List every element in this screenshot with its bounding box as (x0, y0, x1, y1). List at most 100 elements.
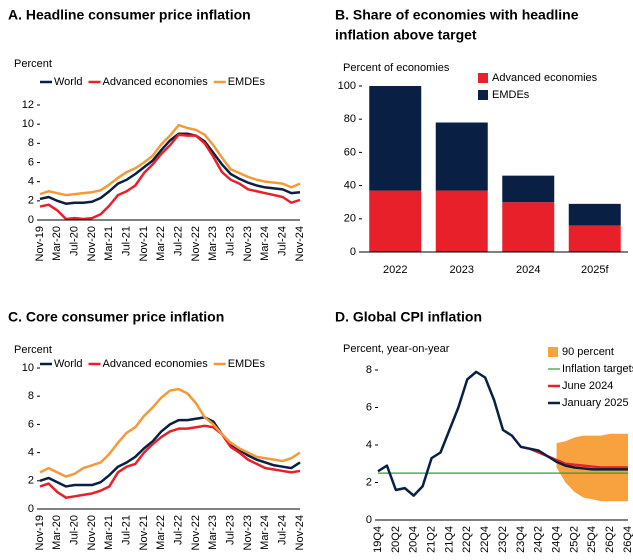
x-tick-label: Mar-21 (103, 226, 115, 261)
y-tick-label: 10 (22, 118, 34, 130)
x-tick-label: Nov-24 (294, 226, 306, 261)
x-tick-label: Jul-21 (121, 226, 133, 256)
x-tick-label: 22Q2 (461, 526, 473, 553)
x-tick-label: Mar-24 (259, 226, 271, 261)
x-tick-label: 26Q2 (604, 526, 616, 553)
x-tick-label: 24Q2 (533, 526, 545, 553)
x-tick-label: 23Q2 (497, 526, 509, 553)
legend-label: EMDEs (492, 89, 530, 101)
x-tick-label: Mar-20 (51, 515, 63, 550)
x-tick-label: Nov-19 (34, 515, 46, 550)
bar-segment (435, 190, 488, 252)
series-line (39, 123, 301, 197)
x-tick-label: Nov-23 (242, 226, 254, 261)
x-tick-label: 24Q4 (550, 526, 562, 553)
x-tick-label: Mar-22 (155, 515, 167, 550)
x-tick-label: Jul-22 (173, 226, 185, 256)
panel-title: D. Global CPI inflation (335, 309, 482, 325)
y-tick-label: 10 (22, 362, 34, 374)
legend-label: Advanced economies (492, 72, 598, 84)
x-tick-label: Nov-20 (86, 515, 98, 550)
y-tick-label: 8 (28, 137, 34, 149)
x-tick-label: 22Q4 (479, 526, 491, 553)
legend-swatch (478, 73, 488, 83)
x-tick-label: Jul-24 (277, 226, 289, 256)
x-tick-label: 21Q4 (443, 526, 455, 553)
x-tick-label: Nov-21 (138, 226, 150, 261)
legend-swatch (478, 90, 488, 100)
x-tick-label: 2023 (450, 264, 474, 276)
x-tick-label: 26Q4 (622, 526, 633, 553)
legend-label: EMDEs (228, 358, 266, 370)
legend-label: World (54, 358, 83, 370)
x-tick-label: 25Q4 (586, 526, 598, 553)
bar-segment (435, 122, 488, 191)
panel-title: B. Share of economies with headline (335, 7, 579, 23)
x-tick-label: 2025f (581, 264, 609, 276)
x-tick-label: Jul-20 (69, 226, 81, 256)
x-tick-label: Jul-23 (225, 515, 237, 545)
y-tick-label: 4 (366, 439, 372, 451)
y-tick-label: 40 (344, 180, 356, 192)
y-tick-label: 6 (28, 156, 34, 168)
legend-label: Advanced economies (103, 358, 209, 370)
x-tick-label: 19Q4 (372, 526, 384, 553)
axis-unit: Percent, year-on-year (343, 343, 450, 355)
x-tick-label: Nov-23 (242, 515, 254, 550)
y-tick-label: 6 (28, 418, 34, 430)
x-tick-label: Mar-20 (51, 226, 63, 261)
bar-segment (502, 202, 555, 252)
bar-segment (568, 225, 621, 252)
legend-label: 90 percent (562, 346, 614, 358)
x-tick-label: 2022 (383, 264, 407, 276)
x-tick-label: Jul-20 (69, 515, 81, 545)
legend-label: World (54, 76, 83, 88)
x-tick-label: Nov-20 (86, 226, 98, 261)
y-tick-label: 60 (344, 146, 356, 158)
series-line (377, 370, 628, 497)
y-tick-label: 0 (366, 514, 372, 526)
bar-segment (369, 190, 422, 252)
legend-label: Advanced economies (103, 76, 209, 88)
x-tick-label: 25Q2 (568, 526, 580, 553)
x-tick-label: 20Q2 (390, 526, 402, 553)
x-tick-label: Nov-24 (294, 515, 306, 550)
y-tick-label: 4 (28, 447, 34, 459)
y-tick-label: 2 (28, 475, 34, 487)
bar-segment (369, 86, 422, 191)
y-tick-label: 8 (366, 364, 372, 376)
x-tick-label: Mar-24 (259, 515, 271, 550)
y-tick-label: 0 (350, 246, 356, 258)
x-tick-label: Nov-22 (190, 515, 202, 550)
x-tick-label: 20Q4 (408, 526, 420, 553)
bar-segment (568, 203, 621, 226)
series-line (39, 132, 301, 205)
legend-swatch (548, 347, 558, 357)
series-line (39, 416, 301, 488)
panel-title: A. Headline consumer price inflation (8, 7, 251, 23)
y-tick-label: 20 (344, 213, 356, 225)
x-tick-label: 2024 (516, 264, 540, 276)
axis-unit: Percent of economies (343, 62, 450, 74)
legend-label: June 2024 (562, 380, 613, 392)
bar-segment (502, 175, 555, 203)
axis-unit: Percent (14, 344, 52, 356)
y-tick-label: 0 (28, 503, 34, 515)
series-line (39, 424, 301, 499)
y-tick-label: 12 (22, 99, 34, 111)
x-tick-label: Mar-23 (207, 515, 219, 550)
y-tick-label: 2 (366, 476, 372, 488)
axis-unit: Percent (14, 58, 52, 70)
x-tick-label: Nov-21 (138, 515, 150, 550)
x-tick-label: Mar-21 (103, 515, 115, 550)
y-tick-label: 8 (28, 390, 34, 402)
panel-title: C. Core consumer price inflation (8, 309, 224, 325)
y-tick-label: 4 (28, 176, 34, 188)
series-line (39, 133, 301, 221)
x-tick-label: Jul-23 (225, 226, 237, 256)
y-tick-label: 80 (344, 113, 356, 125)
x-tick-label: Jul-21 (121, 515, 133, 545)
x-tick-label: Jul-22 (173, 515, 185, 545)
legend-label: January 2025 (562, 397, 629, 409)
